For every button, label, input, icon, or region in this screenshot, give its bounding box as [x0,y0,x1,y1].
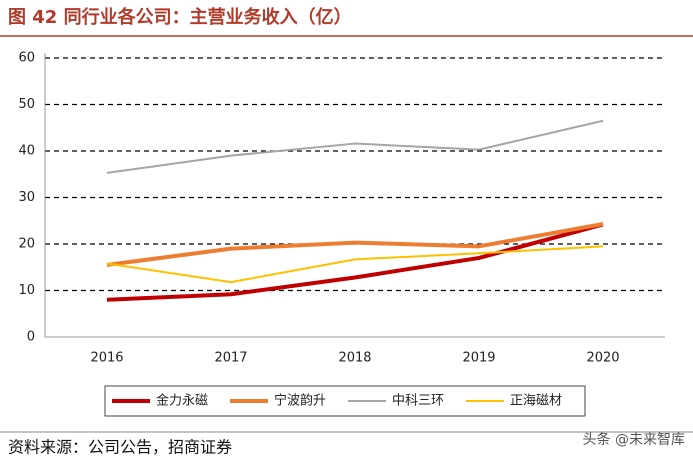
series-line [106,245,604,284]
x-tick-label: 2020 [586,351,619,366]
legend-box [104,385,586,417]
x-tick-label: 2019 [462,351,495,366]
source-note: 资料来源：公司公告，招商证券 [8,438,232,457]
y-tick-label: 20 [18,237,35,252]
chart-title: 图 42 同行业各公司：主营业务收入（亿） [8,6,352,28]
y-tick-label: 0 [27,330,35,345]
y-tick-label: 50 [18,97,35,112]
y-tick-label: 60 [18,51,35,66]
x-tick-label: 2017 [214,351,247,366]
y-tick-label: 40 [18,144,35,159]
legend-label: 正海磁材 [510,394,562,409]
legend-label: 宁波韵升 [274,393,326,409]
watermark: 头条 @未来智库 [583,431,685,448]
x-tick-label: 2018 [338,351,371,366]
x-tick-label: 2016 [90,351,123,366]
legend-label: 金力永磁 [156,393,208,409]
series-line [106,119,604,174]
y-tick-label: 10 [18,283,35,298]
series-line [106,222,604,302]
legend-label: 中科三环 [392,394,444,409]
y-tick-label: 30 [18,190,35,205]
series-line [106,222,604,267]
